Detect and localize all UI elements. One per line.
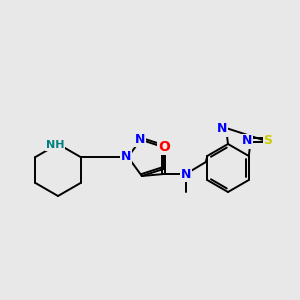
Text: N: N bbox=[135, 134, 145, 146]
Text: N: N bbox=[181, 167, 191, 181]
Text: N: N bbox=[121, 151, 131, 164]
Text: O: O bbox=[158, 140, 170, 154]
Text: N: N bbox=[161, 141, 171, 154]
Text: N: N bbox=[217, 122, 227, 136]
Text: N: N bbox=[242, 134, 252, 148]
Text: S: S bbox=[263, 134, 272, 148]
Text: NH: NH bbox=[46, 140, 64, 150]
